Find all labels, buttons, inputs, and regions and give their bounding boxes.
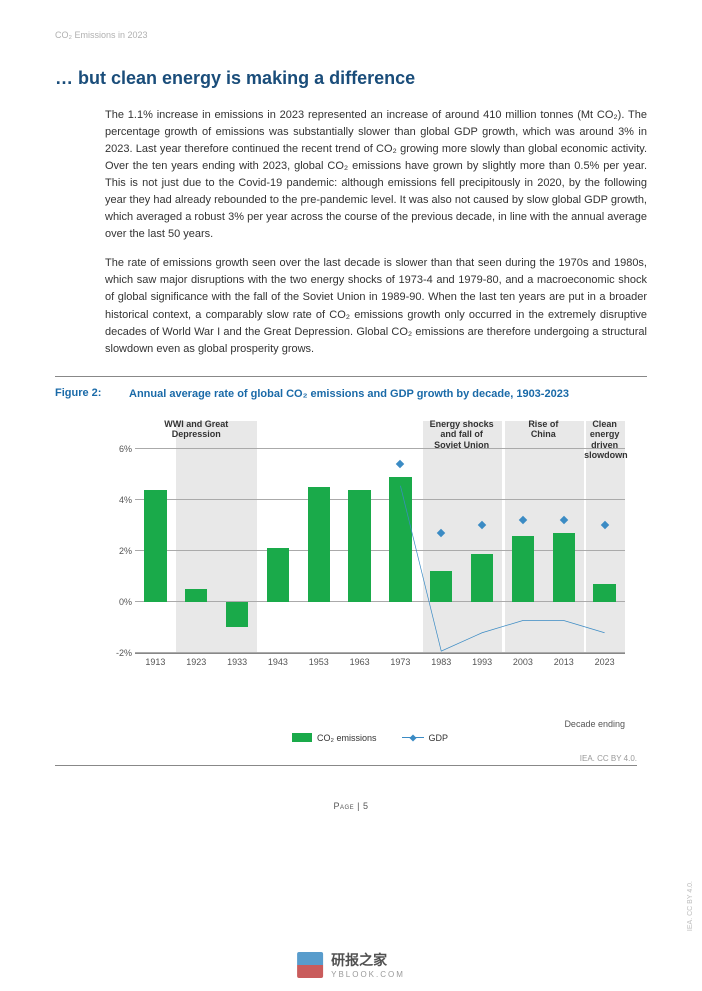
chart-annotation: WWI and GreatDepression: [155, 419, 237, 440]
side-attribution: IEA. CC BY 4.0.: [687, 881, 694, 931]
x-axis-title: Decade ending: [564, 719, 625, 729]
figure-caption: Figure 2: Annual average rate of global …: [55, 387, 647, 401]
watermark: 研报之家 YBLOOK.COM: [297, 950, 405, 979]
section-title: … but clean energy is making a differenc…: [55, 68, 647, 89]
y-tick-label: 4%: [119, 495, 135, 505]
paragraph-2: The rate of emissions growth seen over t…: [105, 255, 647, 357]
chart-annotation: Energy shocksand fall ofSoviet Union: [421, 419, 503, 450]
body-text: The 1.1% increase in emissions in 2023 r…: [105, 107, 647, 358]
watermark-logo-icon: [297, 952, 323, 978]
legend-item-co2: CO₂ emissions: [292, 733, 377, 743]
legend-item-gdp: GDP: [402, 733, 449, 743]
bar-swatch-icon: [292, 733, 312, 742]
chart-plot-area: -2%0%2%4%6%19131923193319431953196319731…: [135, 449, 625, 654]
doc-header: CO₂ Emissions in 2023: [55, 30, 647, 40]
figure-title: Annual average rate of global CO₂ emissi…: [129, 387, 617, 401]
y-tick-label: 2%: [119, 546, 135, 556]
legend-line-label: GDP: [429, 733, 449, 743]
line-swatch-icon: [402, 733, 424, 743]
figure-block: Figure 2: Annual average rate of global …: [55, 376, 647, 766]
y-tick-label: -2%: [116, 648, 135, 658]
chart-legend: CO₂ emissions GDP: [105, 733, 635, 743]
y-tick-label: 0%: [119, 597, 135, 607]
legend-bars-label: CO₂ emissions: [317, 733, 377, 743]
watermark-text: 研报之家: [331, 950, 405, 970]
chart-container: -2%0%2%4%6%19131923193319431953196319731…: [105, 419, 635, 699]
y-tick-label: 6%: [119, 444, 135, 454]
watermark-sub: YBLOOK.COM: [331, 970, 405, 979]
paragraph-1: The 1.1% increase in emissions in 2023 r…: [105, 107, 647, 243]
chart-annotation: Rise ofChina: [503, 419, 585, 440]
figure-label: Figure 2:: [55, 387, 115, 399]
chart-line-layer: [135, 449, 625, 939]
